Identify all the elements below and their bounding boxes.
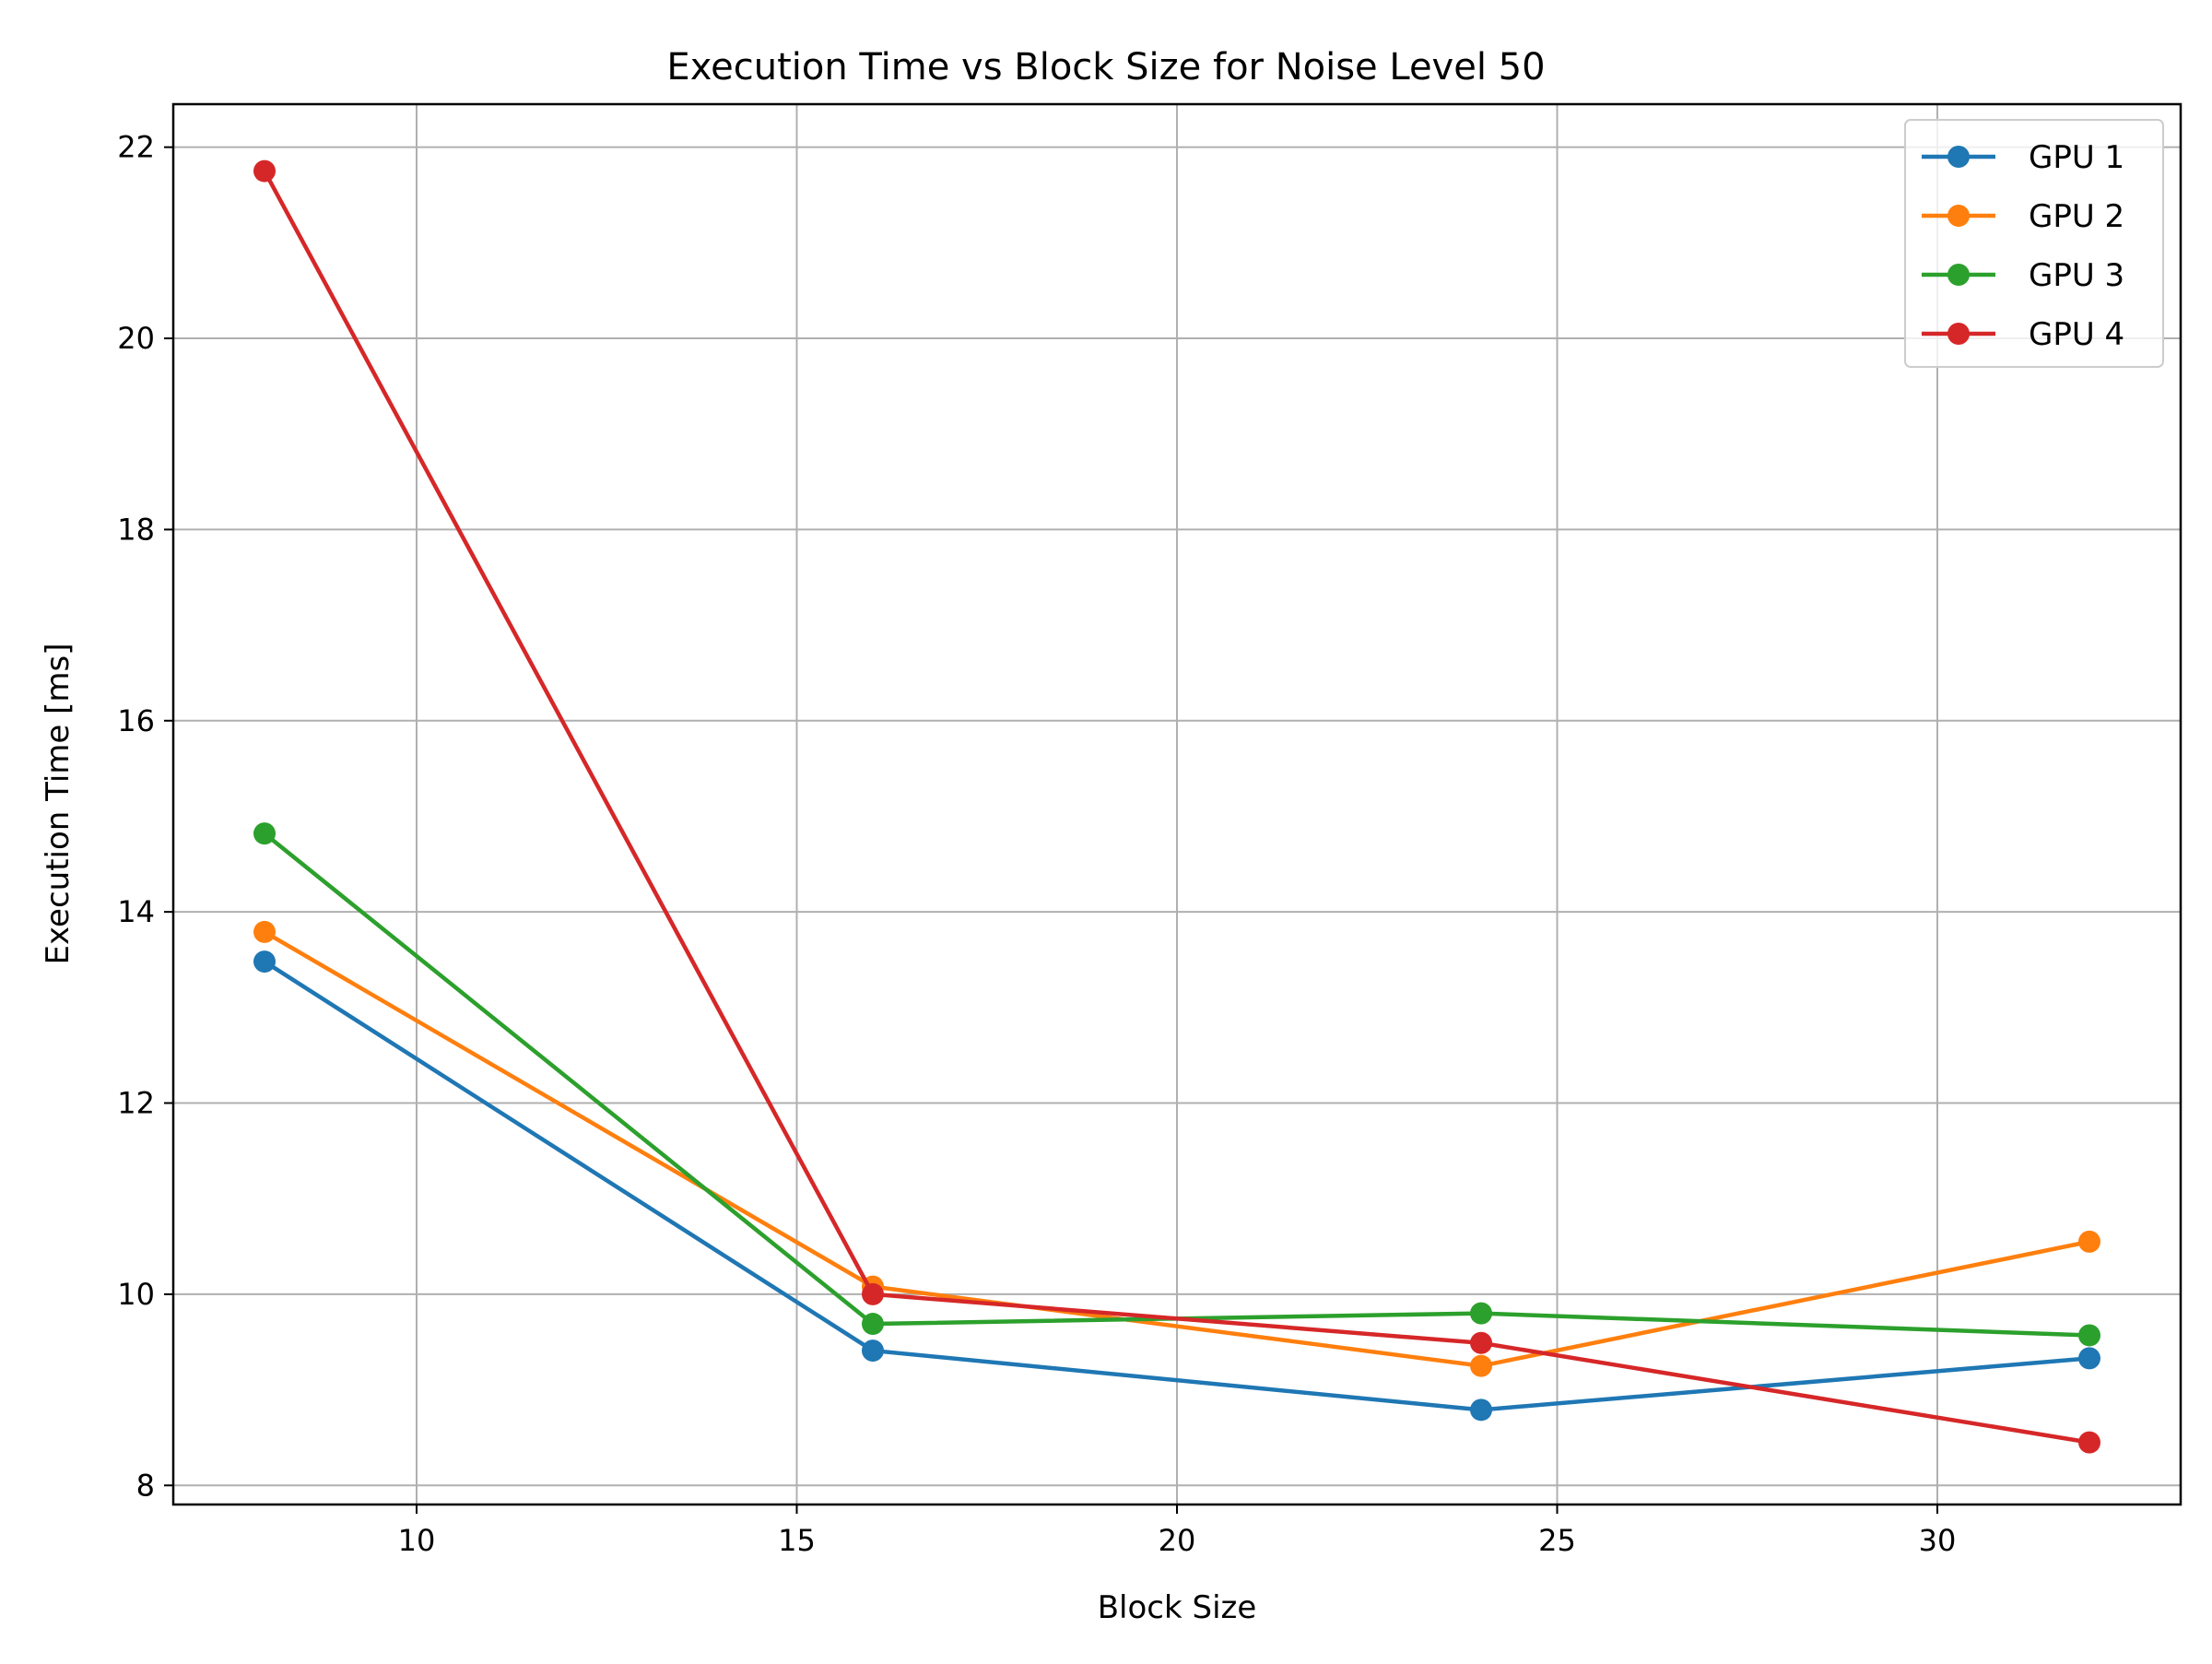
series-gpu-4 [253,159,2100,1454]
x-axis-label: Block Size [1098,1589,1257,1626]
legend-entry: GPU 3 [1922,257,2124,294]
data-point [2078,1347,2100,1370]
legend-entry: GPU 2 [1922,198,2124,235]
series-line [263,960,2090,1412]
data-point [1470,1398,1492,1422]
data-point [253,159,276,183]
y-tick-label: 10 [117,1277,155,1312]
y-tick-label: 18 [117,512,155,547]
legend-label: GPU 3 [2029,257,2124,294]
data-point [2078,1431,2100,1454]
x-tick-label: 10 [398,1523,436,1558]
data-point [253,822,276,845]
y-tick-label: 20 [117,321,155,356]
data-point [2078,1230,2100,1253]
y-tick-label: 14 [117,894,155,929]
y-tick-label: 16 [117,703,155,738]
data-point [1470,1331,1492,1354]
legend-label: GPU 1 [2029,139,2124,176]
x-tick-label: 20 [1159,1523,1196,1558]
data-point [862,1313,884,1336]
legend-frame [1904,119,2164,368]
series-gpu-1 [253,950,2100,1422]
x-tick-label: 30 [1919,1523,1957,1558]
y-tick-label: 12 [117,1086,155,1121]
grid-lines [173,104,2181,1505]
data-point [862,1339,884,1363]
data-point [862,1282,884,1305]
legend-entry: GPU 4 [1922,316,2124,353]
series-line [263,170,2090,1445]
data-point [1470,1302,1492,1325]
legend-marker [1947,146,1970,168]
y-axis: 8 10 12 14 16 18 20 22 [117,130,173,1503]
legend: GPU 1 GPU 2 GPU 3 GPU 4 [1904,119,2164,368]
legend-marker [1947,264,1970,286]
x-axis: 10 15 20 25 30 [398,1505,1957,1558]
x-tick-label: 15 [778,1523,816,1558]
legend-label: GPU 4 [2029,316,2124,353]
legend-marker [1947,323,1970,345]
y-axis-label: Execution Time [ms] [40,643,76,964]
y-tick-label: 8 [136,1468,155,1503]
chart-title: Execution Time vs Block Size for Noise L… [666,46,1545,89]
x-tick-label: 25 [1538,1523,1576,1558]
y-tick-label: 22 [117,130,155,165]
data-point [2078,1324,2100,1347]
legend-marker [1947,205,1970,227]
data-point [253,950,276,974]
legend-entry: GPU 1 [1922,139,2124,176]
series-layer [253,159,2100,1454]
legend-label: GPU 2 [2029,198,2124,235]
data-point [253,920,276,943]
series-line [263,929,2090,1368]
data-point [1470,1354,1492,1377]
